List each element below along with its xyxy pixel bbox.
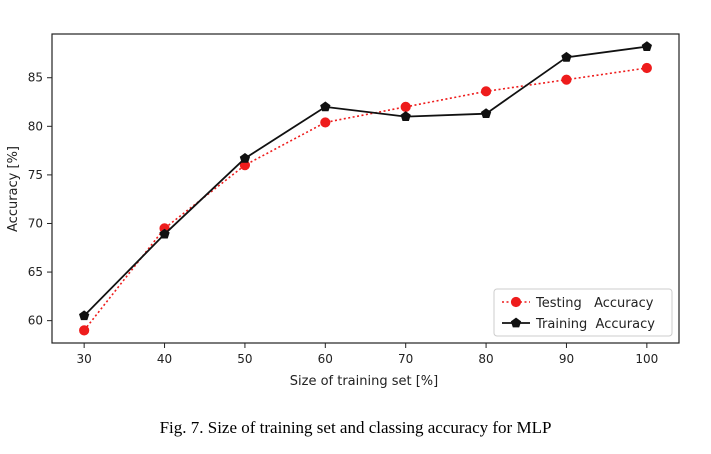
testing-series-line xyxy=(83,67,647,331)
y-tick-label: 85 xyxy=(28,71,43,85)
training-legend-label: Training Accuracy xyxy=(535,317,655,332)
training-data-point xyxy=(159,228,170,239)
training-data-point xyxy=(561,51,572,62)
training-series-line xyxy=(83,45,647,317)
testing-data-point xyxy=(79,325,90,336)
x-tick-label: 100 xyxy=(635,352,658,366)
x-axis-label: Size of training set [%] xyxy=(290,374,438,389)
plot-frame xyxy=(51,33,680,344)
x-tick-label: 60 xyxy=(318,352,333,366)
testing-data-point xyxy=(480,86,492,97)
x-tick-label: 50 xyxy=(237,352,252,366)
x-tick-label: 30 xyxy=(77,352,92,366)
training-data-point xyxy=(239,152,251,163)
y-tick-label: 75 xyxy=(28,168,43,182)
x-tick-label: 40 xyxy=(157,352,172,366)
testing-legend-marker xyxy=(510,296,522,308)
testing-data-point xyxy=(641,62,652,74)
plot-area xyxy=(51,33,680,344)
y-tick-label: 65 xyxy=(28,265,43,279)
training-data-point xyxy=(79,310,90,321)
training-data-point xyxy=(480,108,492,119)
y-tick-label: 80 xyxy=(28,119,43,133)
testing-data-point xyxy=(400,101,411,112)
legend: Testing Accuracy Training Accuracy xyxy=(493,288,673,337)
figure-caption: Fig. 7. Size of training set and classin… xyxy=(159,418,552,437)
training-data-point xyxy=(400,111,411,121)
x-axis-ticks: 30 40 50 60 70 80 90 100 xyxy=(77,343,658,366)
legend-box xyxy=(493,288,673,337)
y-axis-label: Accuracy [%] xyxy=(6,146,21,232)
training-data-point xyxy=(320,101,331,112)
y-tick-label: 60 xyxy=(28,314,43,328)
testing-legend-label: Testing Accuracy xyxy=(535,296,654,311)
accuracy-line-chart: 30 40 50 60 70 80 90 100 60 65 70 75 80 85 Testing A… xyxy=(6,33,680,389)
testing-data-point xyxy=(320,117,331,128)
x-tick-label: 70 xyxy=(398,352,413,366)
training-data-point xyxy=(641,41,652,52)
y-axis-ticks: 60 65 70 75 80 85 xyxy=(28,71,52,328)
x-tick-label: 80 xyxy=(478,352,493,366)
y-tick-label: 70 xyxy=(28,216,43,230)
series-layer xyxy=(79,41,652,336)
testing-data-point xyxy=(561,74,572,85)
x-tick-label: 90 xyxy=(559,352,574,366)
training-legend-marker xyxy=(510,317,522,328)
